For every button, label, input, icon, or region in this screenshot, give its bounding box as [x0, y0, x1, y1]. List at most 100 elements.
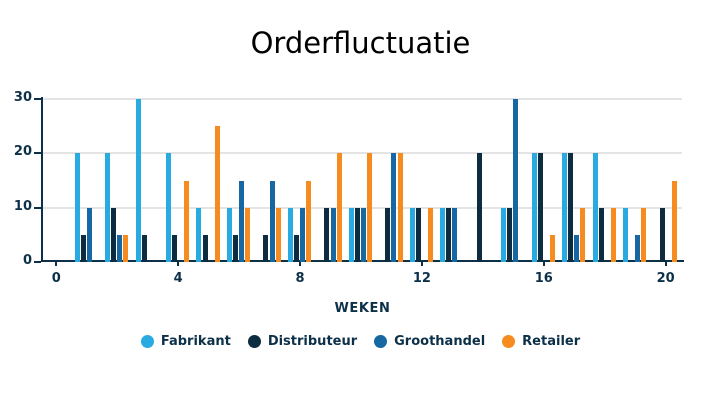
- bar: [659, 207, 665, 262]
- plot-area: [43, 98, 682, 262]
- bar: [409, 207, 415, 262]
- legend-item: Groothandel: [374, 334, 485, 349]
- bar: [74, 153, 80, 262]
- y-tick-label: 30: [13, 90, 32, 105]
- bar: [391, 153, 397, 262]
- bar: [501, 207, 507, 262]
- bar: [476, 153, 482, 262]
- bar: [440, 207, 446, 262]
- x-tick-label: 4: [173, 271, 183, 286]
- bar: [531, 153, 537, 262]
- bar: [641, 207, 647, 262]
- y-tick-label: 20: [13, 144, 32, 160]
- bar: [348, 207, 354, 262]
- legend-swatch: [247, 335, 261, 348]
- bar: [300, 207, 306, 262]
- bar: [287, 207, 293, 262]
- bar: [135, 99, 141, 262]
- x-axis-title: WEKEN: [334, 301, 391, 316]
- bar: [336, 153, 342, 262]
- bar: [562, 153, 568, 262]
- x-tick-label: 8: [295, 271, 305, 286]
- bar: [415, 207, 421, 262]
- bar: [635, 234, 641, 262]
- x-tick: [420, 262, 423, 266]
- bar: [580, 207, 586, 262]
- x-tick-label: 16: [534, 271, 553, 286]
- bar: [233, 234, 239, 262]
- bar: [269, 180, 275, 262]
- bar: [293, 234, 299, 262]
- bar: [330, 207, 336, 262]
- bar: [117, 234, 123, 262]
- grid-line: [43, 206, 682, 209]
- bar: [354, 207, 360, 262]
- legend-label: Distributeur: [267, 334, 358, 349]
- bar: [202, 234, 208, 262]
- legend-swatch: [140, 335, 154, 348]
- x-tick: [55, 262, 58, 266]
- legend: Fabrikant Distributeur Groothandel Retailer: [0, 334, 721, 349]
- x-tick: [542, 262, 545, 266]
- bar: [324, 207, 330, 262]
- bar: [196, 207, 202, 262]
- bar: [361, 207, 366, 262]
- bar: [367, 153, 373, 262]
- bar: [123, 234, 129, 262]
- bar: [165, 153, 171, 262]
- bar: [537, 153, 543, 262]
- y-tick-label: 10: [13, 198, 32, 214]
- bar: [80, 234, 86, 262]
- legend-swatch: [502, 335, 516, 348]
- bar: [141, 234, 147, 262]
- bar: [574, 234, 580, 262]
- x-tick-label: 12: [412, 271, 431, 286]
- legend-item: Fabrikant: [140, 334, 231, 349]
- x-tick: [177, 262, 180, 266]
- legend-item: Retailer: [502, 334, 580, 349]
- bar: [568, 153, 574, 262]
- bar: [111, 207, 117, 262]
- y-tick: [34, 261, 41, 263]
- x-tick: [299, 262, 302, 266]
- legend-item: Distributeur: [247, 334, 358, 349]
- bar: [226, 207, 232, 262]
- bar: [245, 207, 251, 262]
- bar: [549, 234, 555, 262]
- y-tick-label: 0: [22, 253, 32, 268]
- y-tick: [34, 152, 41, 155]
- bar: [623, 207, 629, 262]
- x-tick: [664, 262, 667, 266]
- bar: [214, 126, 220, 262]
- legend-label: Fabrikant: [160, 334, 231, 349]
- x-tick-label: 20: [656, 271, 675, 286]
- bar: [385, 207, 391, 262]
- bar: [428, 207, 434, 262]
- legend-label: Retailer: [522, 334, 581, 349]
- bar: [513, 99, 519, 262]
- grid-line: [43, 98, 682, 100]
- chart-title: Orderfluctuatie: [250, 26, 471, 60]
- x-tick-label: 0: [51, 271, 61, 286]
- bar: [507, 207, 513, 262]
- bar: [275, 207, 281, 262]
- bar: [172, 234, 178, 262]
- y-axis-line: [41, 97, 43, 262]
- bar: [610, 207, 616, 262]
- y-tick: [34, 206, 41, 209]
- bar: [592, 153, 598, 262]
- bar: [452, 207, 458, 262]
- bar: [397, 153, 403, 262]
- legend-label: Groothandel: [394, 334, 486, 349]
- bar: [446, 207, 452, 262]
- grid-line: [43, 152, 682, 155]
- y-tick: [34, 98, 41, 100]
- bar: [105, 153, 111, 262]
- bar: [671, 180, 677, 262]
- bar: [263, 234, 269, 262]
- bar: [239, 180, 245, 262]
- legend-swatch: [374, 335, 388, 348]
- bar: [86, 207, 92, 262]
- bar: [306, 180, 312, 262]
